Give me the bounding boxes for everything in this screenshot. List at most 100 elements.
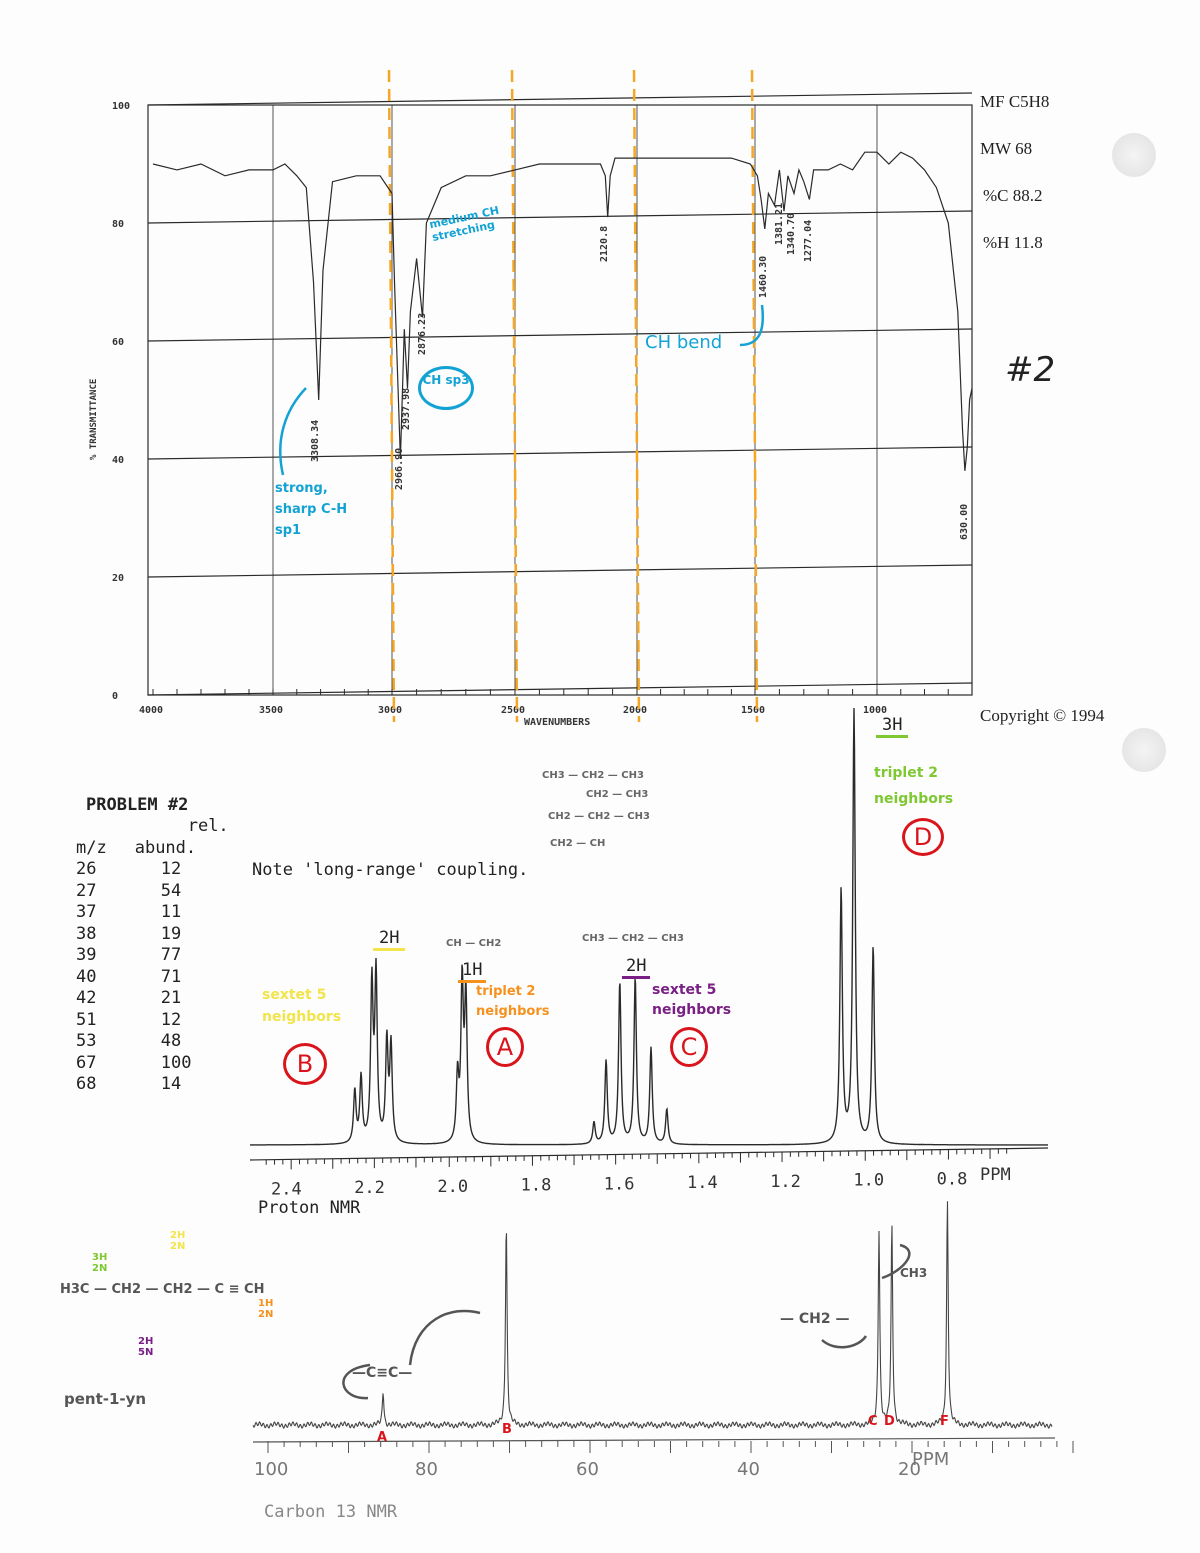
ir-xtick-label: 2000 <box>623 705 647 716</box>
punch-hole <box>1122 728 1166 772</box>
fragment-label: CH2 — CH <box>550 838 606 849</box>
mz-value: 67 <box>76 1052 97 1073</box>
mass-spec-row: 67 100 <box>76 1053 243 1075</box>
ir-y-axis-label: % TRANSMITTANCE <box>89 379 99 460</box>
ir-peak-label: 2937.98 <box>401 388 412 430</box>
proton-xtick-label: 1.8 <box>521 1176 552 1196</box>
rel-abundance: 100 <box>160 1052 192 1073</box>
rel-abundance: 54 <box>160 880 182 901</box>
proton-xtick-label: 1.4 <box>687 1173 718 1193</box>
rel-abundance: 77 <box>160 945 182 965</box>
label-b: B <box>283 1043 327 1085</box>
mz-value: 53 <box>76 1031 97 1051</box>
ir-gridline <box>147 564 973 578</box>
mass-spec-row: 26 12 <box>76 859 243 881</box>
mass-spec-row: 42 21 <box>76 988 243 1010</box>
structure-ch-label: 1H 2N <box>258 1298 274 1320</box>
ir-xtick-label: 2500 <box>501 705 525 716</box>
c13-alkyne-label: —C≡C— <box>352 1365 413 1381</box>
mass-spec-row: 38 19 <box>76 924 243 946</box>
integration-c: 2H <box>622 956 651 979</box>
molecular-formula: MF C5H8 <box>980 92 1050 111</box>
ir-gridline <box>147 682 973 696</box>
arrow-icon <box>739 304 764 347</box>
proton-xtick-label: 1.0 <box>853 1171 884 1191</box>
fragment-label: CH3 — CH2 — CH3 <box>542 770 644 781</box>
ir-gridline <box>147 92 973 106</box>
long-range-note: Note 'long-range' coupling. <box>252 860 529 880</box>
ir-peak-label: 630.00 <box>959 504 970 540</box>
label-a: A <box>486 1027 524 1067</box>
problem-tag: #2 <box>1005 350 1056 390</box>
ir-xtick-label: 1500 <box>741 705 765 716</box>
label-d: D <box>902 818 944 856</box>
fragment-label: CH2 — CH2 — CH3 <box>548 811 650 822</box>
mass-spec-row: 51 12 <box>76 1010 243 1032</box>
integration-d: 3H <box>876 715 909 738</box>
fragment-label: CH — CH2 <box>446 938 502 949</box>
carbon-nmr-spectrum <box>252 1201 1053 1429</box>
ir-ytick-label: 60 <box>112 337 124 348</box>
ir-guide-line <box>632 69 641 723</box>
proton-xtick-label: 1.6 <box>604 1174 635 1194</box>
mass-spec-table: rel. m/z abund. 26 12 27 54 37 11 38 19 39 77 40 71 4… <box>76 816 243 1096</box>
mass-spec-row: 40 71 <box>76 967 243 989</box>
structure-ch3-label: 3H 2N <box>92 1252 108 1274</box>
mz-value: 38 <box>76 923 97 944</box>
rel-abundance: 48 <box>160 1031 182 1051</box>
rel-abundance: 14 <box>160 1074 182 1094</box>
ir-xtick-label: 3000 <box>378 705 402 716</box>
ir-guide-line <box>750 69 759 723</box>
ir-ytick-label: 100 <box>112 101 130 112</box>
curved-arrow-icon <box>408 1309 481 1366</box>
rel-abundance: 71 <box>160 966 182 987</box>
ir-ytick-label: 20 <box>112 573 124 584</box>
carbon-xtick-label: 60 <box>576 1459 599 1480</box>
c13-peak-b: B <box>502 1422 512 1437</box>
mass-spec-row: 53 48 <box>76 1031 243 1053</box>
proton-nmr-spectrum <box>250 707 1048 1146</box>
rel-abundance: 19 <box>160 923 182 944</box>
mz-value: 40 <box>76 966 97 987</box>
compound-name: pent-1-yn <box>64 1390 147 1408</box>
c13-peak-d: D <box>884 1414 895 1429</box>
ir-annotation-bend: CH bend <box>645 332 723 353</box>
structure-ch2a-label: 2H 5N <box>138 1336 154 1358</box>
structure-ch2b-label: 2H 2N <box>170 1230 186 1252</box>
mz-value: 39 <box>76 945 97 965</box>
c13-ch3-label: CH3 <box>900 1266 928 1280</box>
ir-guide-line <box>510 69 519 723</box>
fragment-label: CH2 — CH3 <box>586 789 649 800</box>
mass-spec-row: 68 14 <box>76 1074 243 1096</box>
mass-spec-row: 37 11 <box>76 902 243 924</box>
ir-peak-label: 2876.23 <box>417 313 428 355</box>
ir-xtick-label: 1000 <box>863 705 887 716</box>
mz-value: 26 <box>76 859 97 879</box>
proton-xtick-label: 0.8 <box>937 1169 968 1189</box>
ir-peak-label: 1381.21 <box>774 203 785 245</box>
carbon-xtick-label: 100 <box>254 1459 288 1480</box>
multiplicity-d: triplet 2 neighbors <box>874 765 954 807</box>
ir-peak-label: 3308.34 <box>310 420 321 462</box>
multiplicity-a: triplet 2 neighbors <box>476 984 550 1019</box>
c13-ch2-label: — CH2 — <box>780 1311 850 1327</box>
proton-xtick-label: 2.2 <box>354 1178 385 1198</box>
arrow-icon <box>279 387 307 476</box>
c13-peak-a: A <box>377 1430 388 1445</box>
ir-gridline <box>147 210 973 224</box>
ir-gridline <box>147 446 973 460</box>
punch-hole <box>1112 133 1156 177</box>
carbon-nmr-axis <box>252 1437 1056 1443</box>
proton-ppm-label: PPM <box>980 1165 1011 1185</box>
curved-arrow-icon <box>821 1335 868 1349</box>
ir-ytick-label: 80 <box>112 219 124 230</box>
structure-formula: H3C — CH2 — CH2 — C ≡ CH <box>60 1282 265 1297</box>
ir-ytick-label: 0 <box>112 691 118 702</box>
multiplicity-c: sextet 5 neighbors <box>652 982 732 1018</box>
ir-guide-line <box>387 69 396 723</box>
mz-value: 42 <box>76 988 97 1008</box>
ir-ytick-label: 40 <box>112 455 124 466</box>
proton-xtick-label: 2.4 <box>271 1179 302 1199</box>
